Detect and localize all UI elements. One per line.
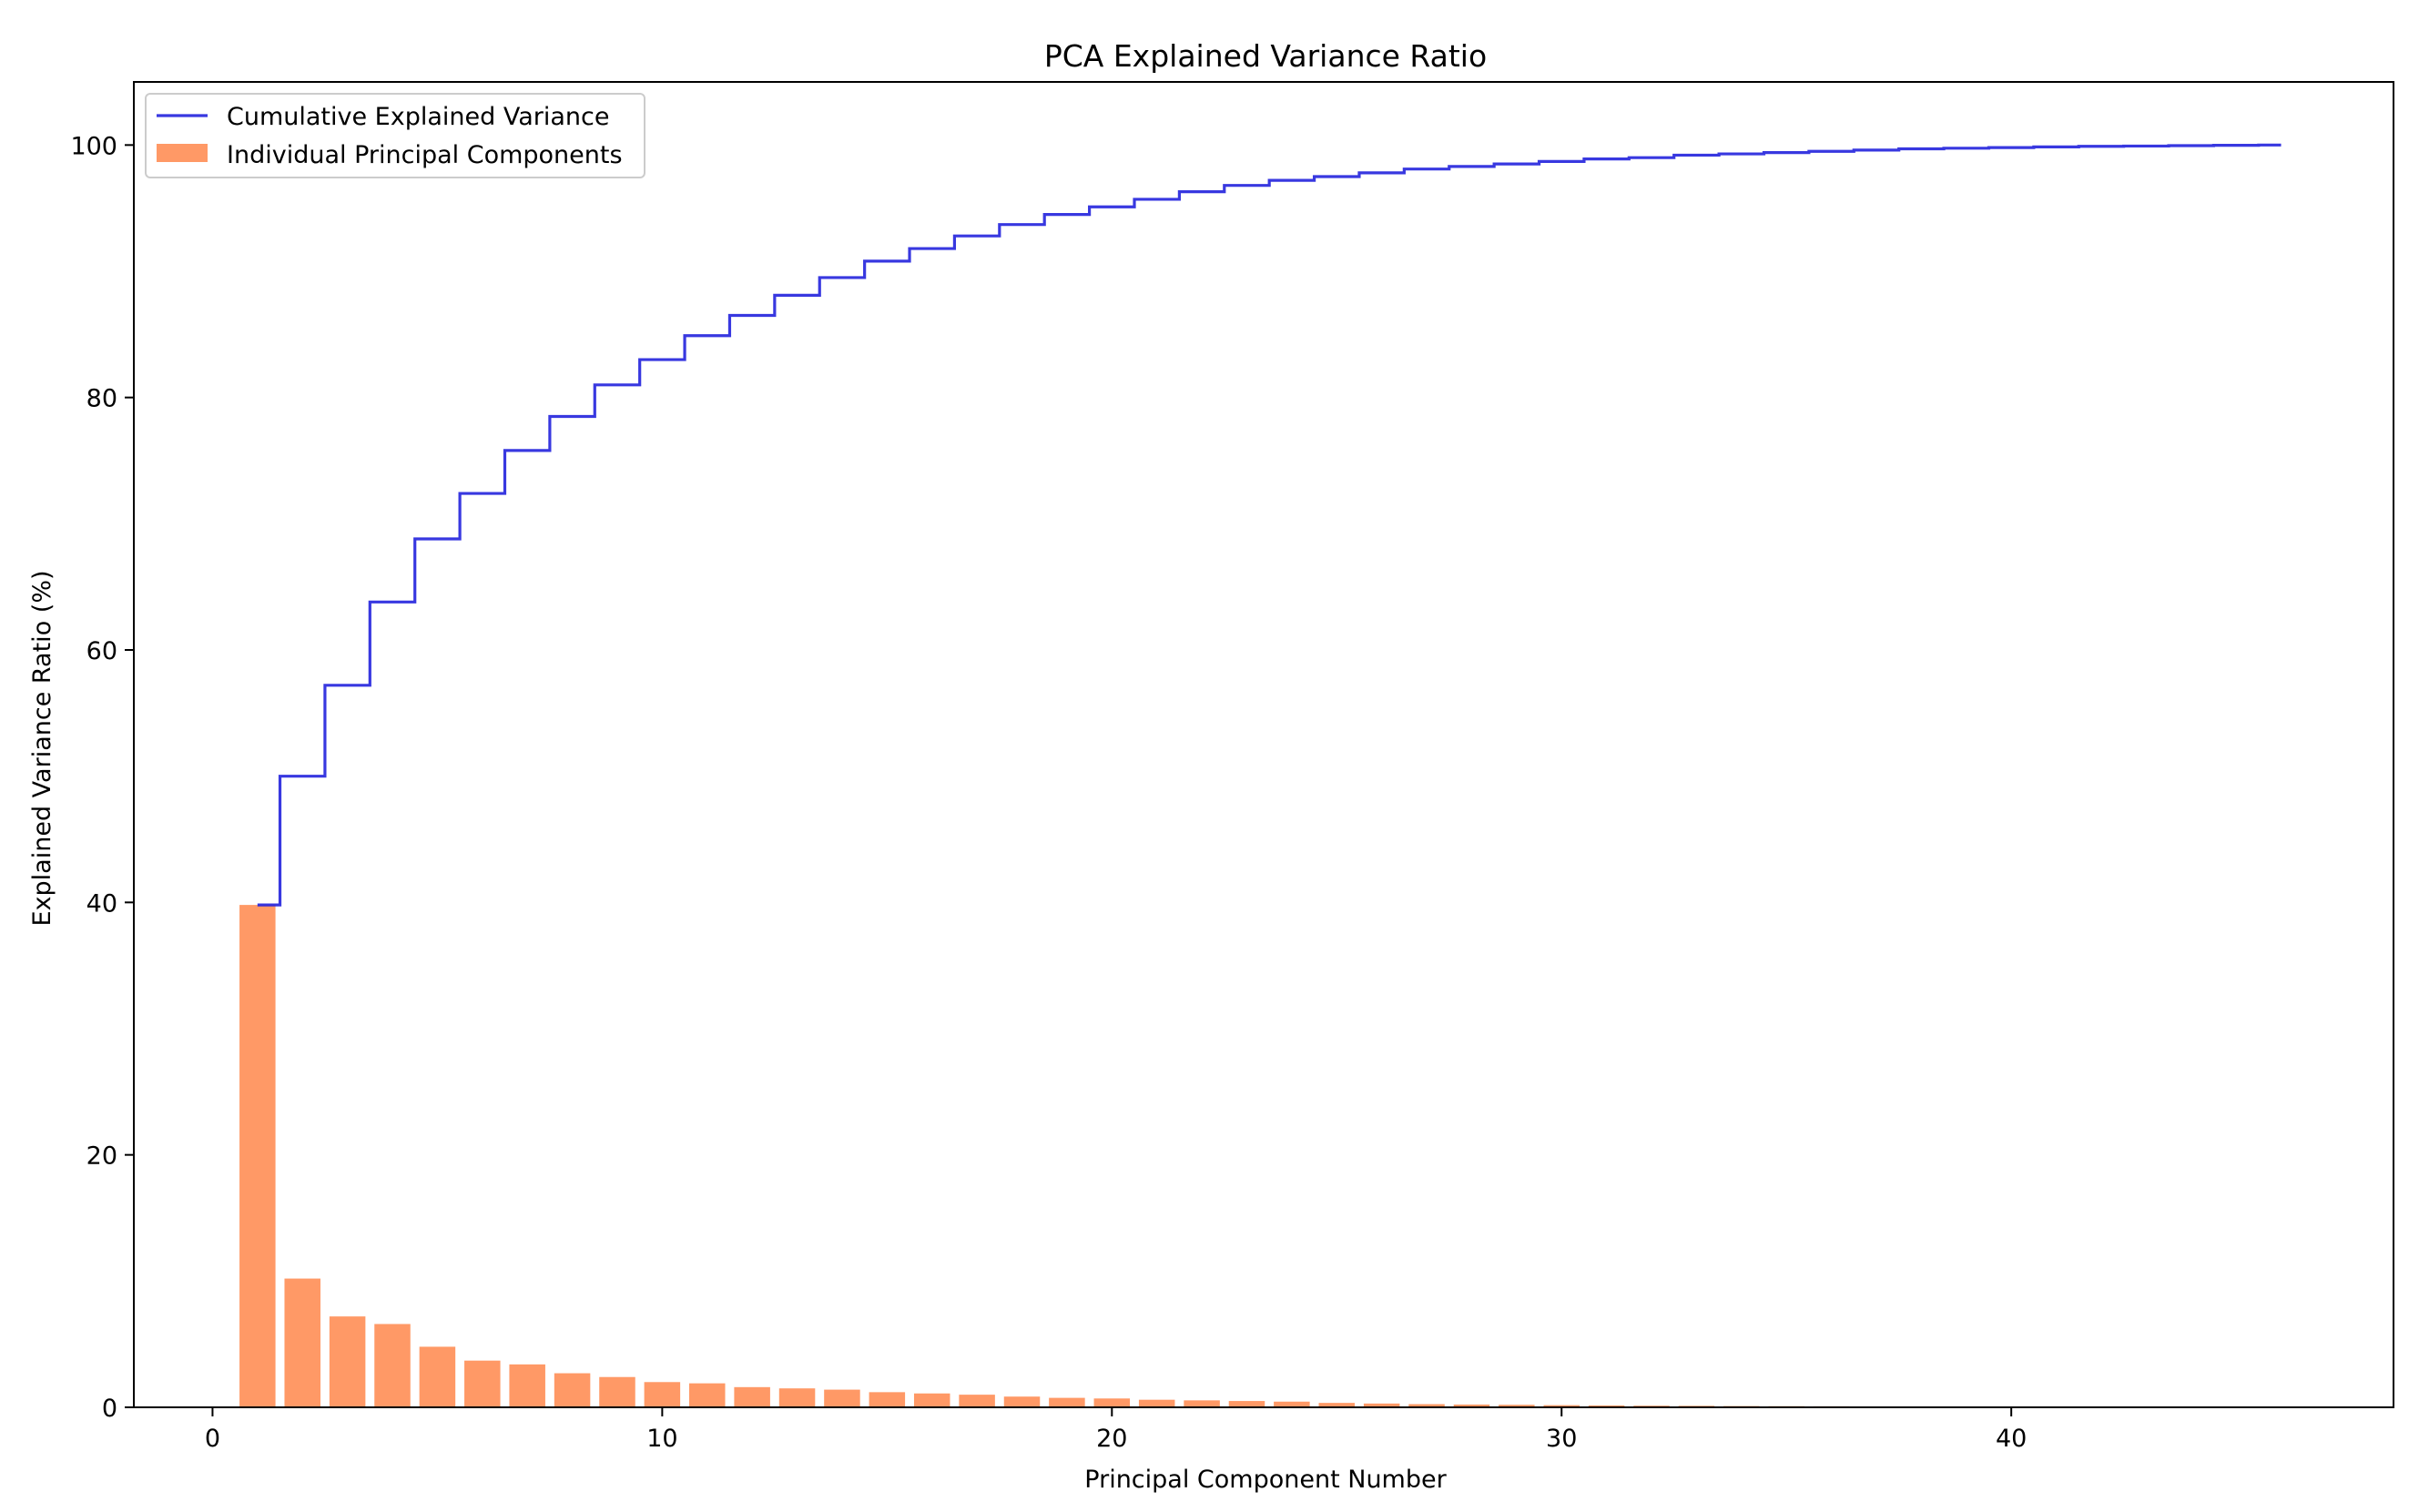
x-tick-label: 20	[1096, 1425, 1127, 1453]
bar-pc-10	[645, 1382, 681, 1407]
bar-pc-1	[239, 905, 276, 1407]
bar-pc-9	[599, 1377, 635, 1407]
bar-pc-14	[824, 1390, 860, 1407]
x-tick-label: 30	[1546, 1425, 1577, 1453]
bar-pc-6	[464, 1361, 501, 1407]
x-axis-label: Principal Component Number	[1084, 1466, 1447, 1494]
bar-pc-13	[779, 1388, 816, 1407]
bar-pc-5	[420, 1346, 456, 1407]
y-tick-label: 20	[86, 1142, 117, 1171]
y-tick-label: 80	[86, 385, 117, 413]
bar-pc-15	[869, 1392, 906, 1407]
bar-pc-23	[1229, 1401, 1265, 1407]
bar-pc-18	[1004, 1396, 1041, 1407]
y-tick-label: 60	[86, 637, 117, 665]
chart-title: PCA Explained Variance Ratio	[1044, 38, 1487, 74]
y-axis-label: Explained Variance Ratio (%)	[28, 570, 56, 926]
bar-pc-16	[914, 1394, 950, 1407]
legend-label-individual: Individual Principal Components	[227, 141, 623, 169]
x-tick-label: 40	[1996, 1425, 2027, 1453]
x-tick-label: 0	[205, 1425, 220, 1453]
bar-pc-19	[1049, 1398, 1085, 1407]
bar-pc-20	[1094, 1398, 1131, 1407]
bar-pc-4	[374, 1324, 411, 1407]
legend-label-cumulative: Cumulative Explained Variance	[227, 103, 610, 131]
bar-pc-21	[1139, 1400, 1175, 1407]
bar-pc-7	[509, 1365, 545, 1407]
y-tick-label: 100	[70, 132, 117, 160]
y-tick-label: 40	[86, 889, 117, 918]
bar-pc-2	[284, 1279, 320, 1407]
legend: Cumulative Explained Variance Individual …	[146, 94, 645, 178]
legend-bar-swatch	[157, 144, 208, 162]
bar-pc-3	[330, 1316, 366, 1407]
bar-pc-12	[734, 1387, 770, 1407]
bar-pc-17	[959, 1395, 995, 1407]
bar-pc-22	[1184, 1400, 1220, 1407]
x-tick-label: 10	[646, 1425, 677, 1453]
y-tick-label: 0	[102, 1395, 117, 1423]
bar-pc-8	[554, 1374, 591, 1407]
bar-pc-11	[689, 1384, 726, 1407]
